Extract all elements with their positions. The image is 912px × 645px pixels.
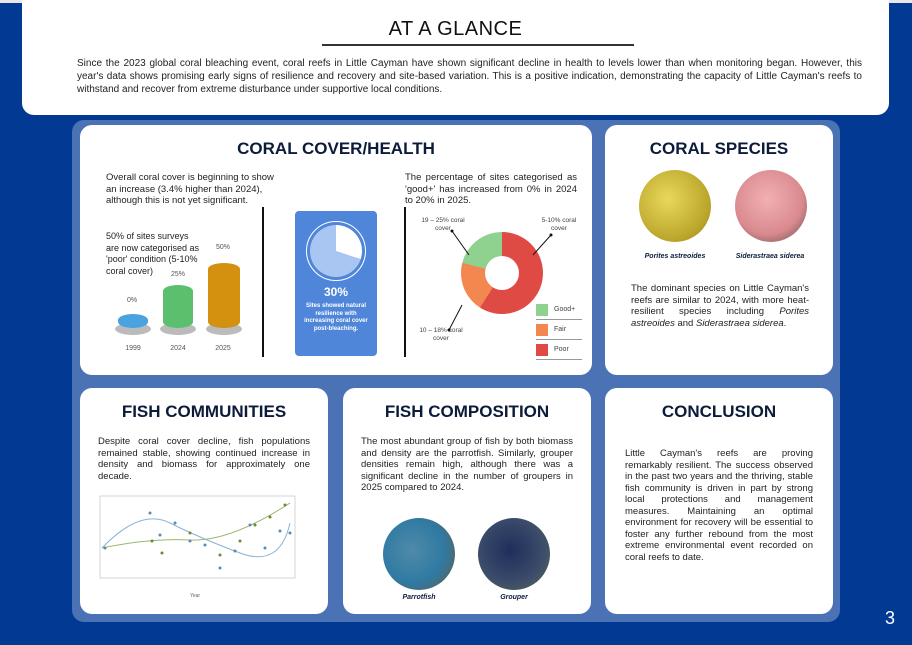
intro-text: Since the 2023 global coral bleaching ev…: [77, 58, 862, 95]
svg-text:Year: Year: [190, 593, 200, 599]
fish-composition-card: FISH COMPOSITION The most abundant group…: [343, 388, 591, 614]
fish-communities-text: Despite coral cover decline, fish popula…: [98, 436, 310, 482]
divider: [262, 207, 264, 357]
coral-cover-summary: Overall coral cover is beginning to show…: [106, 172, 274, 206]
legend-poor: Poor: [536, 340, 582, 360]
fish-trend-chart: Year: [99, 495, 296, 599]
fish-composition-title: FISH COMPOSITION: [384, 402, 550, 421]
bar-2025: [208, 263, 240, 328]
fish-communities-title: FISH COMMUNITIES: [121, 402, 287, 421]
conclusion-text: Little Cayman's reefs are proving remark…: [625, 448, 813, 563]
resilience-text: Sites showed natural resilience with inc…: [304, 303, 368, 332]
legend-good: Good+: [536, 300, 582, 320]
title-underline: [322, 44, 634, 46]
donut-chart: 19 – 25% coral cover 5-10% coral cover 1…: [404, 125, 592, 375]
at-a-glance-panel: AT A GLANCE Since the 2023 global coral …: [22, 0, 889, 115]
good-note: The percentage of sites categorised as '…: [405, 172, 577, 206]
siderastraea-image: [735, 170, 807, 242]
coral-species-card: CORAL SPECIES Porites astreoides Sideras…: [605, 125, 833, 375]
parrotfish-image: [383, 518, 455, 590]
bar-1999: [118, 314, 148, 328]
grouper-image: [478, 518, 550, 590]
divider: [404, 207, 406, 357]
fish-composition-text: The most abundant group of fish by both …: [361, 436, 573, 493]
coral-species-text: The dominant species on Little Cayman's …: [631, 283, 809, 329]
conclusion-title: CONCLUSION: [661, 402, 777, 421]
page-title: AT A GLANCE: [388, 18, 523, 40]
coral-cover-card: CORAL COVER/HEALTH Overall coral cover i…: [80, 125, 592, 375]
coral-cover-title: CORAL COVER/HEALTH: [237, 139, 435, 158]
legend-fair: Fair: [536, 320, 582, 340]
porites-image: [639, 170, 711, 242]
bar-2024: [163, 285, 193, 328]
conclusion-card: CONCLUSION Little Cayman's reefs are pro…: [605, 388, 833, 614]
pie-icon: [306, 221, 366, 281]
resilience-pct: 30%: [323, 285, 349, 299]
page-number: 3: [884, 608, 895, 628]
coral-species-title: CORAL SPECIES: [649, 139, 789, 158]
resilience-card: 30% Sites showed natural resilience with…: [295, 211, 377, 356]
poor-note: 50% of sites surveys are now categorised…: [106, 231, 200, 276]
fish-communities-card: FISH COMMUNITIES Despite coral cover dec…: [80, 388, 328, 614]
